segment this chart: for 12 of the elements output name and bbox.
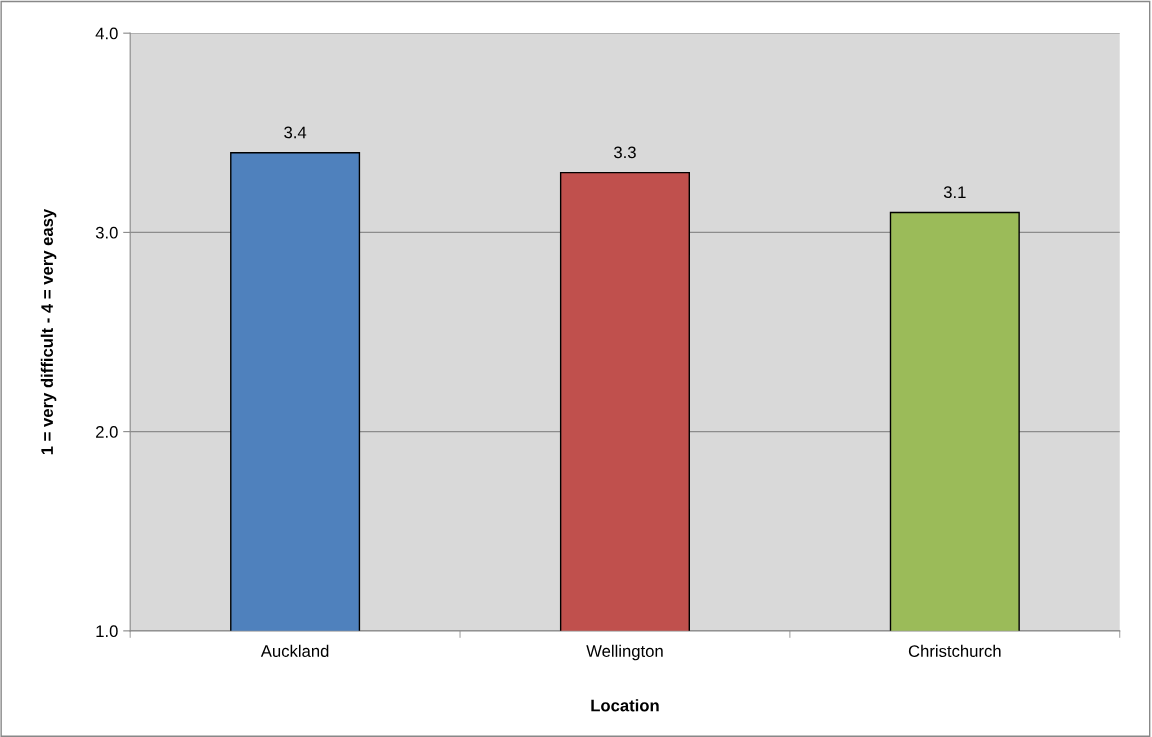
data-label: 3.1 <box>943 186 966 199</box>
x-axis-title: Location <box>591 699 659 712</box>
y-tick-label: 1.0 <box>96 625 118 638</box>
y-tick-label: 2.0 <box>96 426 118 438</box>
data-label: 3.4 <box>284 126 307 139</box>
data-label: 3.3 <box>614 146 636 159</box>
y-tick-label: 3.0 <box>95 226 118 239</box>
x-tick-label: Christchurch <box>908 644 1001 657</box>
x-tick-label: Wellington <box>586 644 663 661</box>
y-tick-label: 4.0 <box>95 27 118 40</box>
x-tick-label: Auckland <box>260 644 329 657</box>
y-axis-title: 1 = very difficult - 4 = very easy <box>40 208 57 455</box>
